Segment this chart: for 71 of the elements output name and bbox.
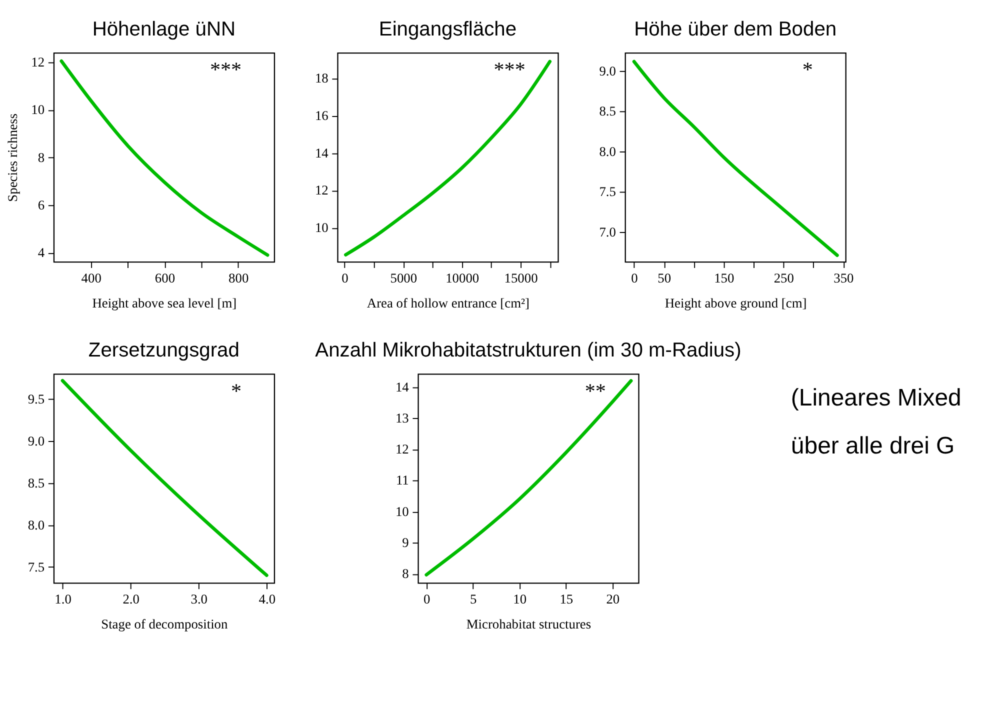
y-tick-label: 9.0 <box>28 433 45 448</box>
chart-title: Höhe über dem Boden <box>634 18 837 40</box>
annotation: *** <box>210 58 242 82</box>
x-tick-label: 15 <box>560 592 574 606</box>
y-tick-label: 12 <box>31 54 45 70</box>
x-tick-label: 600 <box>154 270 176 286</box>
x-tick-label: 0 <box>342 270 349 286</box>
y-axis-title: Species richness <box>4 114 20 202</box>
x-tick-label: 20 <box>606 592 620 606</box>
x-tick-label: 250 <box>774 270 794 286</box>
y-tick-label: 8 <box>402 566 410 582</box>
text: (Lineares Mixed <box>790 384 962 412</box>
x-tick-label: 10000 <box>446 270 480 286</box>
x-axis-title: Area of hollow entrance [cm²] <box>366 295 530 310</box>
line-series <box>60 59 270 257</box>
x-tick-label: 4.0 <box>258 592 276 606</box>
x-tick-label: 150 <box>714 270 734 286</box>
chart-title: Zersetzungsgrad <box>88 340 240 362</box>
y-tick-label: 14 <box>395 379 410 394</box>
annotation: * <box>231 378 242 403</box>
y-tick-label: 10 <box>314 220 329 236</box>
y-tick-label: 8.5 <box>28 475 45 490</box>
y-tick-label: 13 <box>395 410 410 426</box>
x-tick-label: 3.0 <box>190 592 208 606</box>
x-axis-title: Height above ground [cm] <box>664 295 807 310</box>
y-tick-label: 4 <box>38 244 45 260</box>
x-tick-label: 350 <box>834 270 854 286</box>
x-axis-title: Height above sea level [m] <box>92 295 237 310</box>
x-tick-label: 2.0 <box>122 592 140 606</box>
y-tick-label: 12 <box>395 442 409 457</box>
x-tick-label: 15000 <box>504 270 538 286</box>
line-series <box>424 379 633 576</box>
y-tick-label: 11 <box>396 472 409 488</box>
line-series <box>344 60 552 256</box>
y-tick-label: 9.0 <box>599 64 616 79</box>
y-tick-label: 10 <box>395 504 410 519</box>
x-axis-title: Microhabitat structures <box>466 616 592 632</box>
y-tick-label: 8.0 <box>28 517 45 532</box>
annotation: * <box>802 58 813 82</box>
x-tick-label: 0 <box>423 592 430 606</box>
x-tick-label: 0 <box>631 270 638 286</box>
y-tick-label: 8.5 <box>599 104 616 119</box>
x-tick-label: 5 <box>470 592 478 606</box>
chart-title: Höhenlage üNN <box>92 18 236 40</box>
y-tick-label: 8.0 <box>599 144 616 159</box>
chart-title: Eingangsfläche <box>378 18 517 40</box>
y-tick-label: 10 <box>31 102 45 118</box>
x-tick-label: 400 <box>81 270 102 286</box>
y-tick-label: 18 <box>314 70 329 86</box>
x-tick-label: 10 <box>513 592 527 606</box>
line-series <box>60 378 268 578</box>
chart-title: Anzahl Mikrohabitatstrukturen (im 30 m-Radius) <box>315 340 742 362</box>
y-tick-label: 8 <box>38 150 45 165</box>
x-axis-title: Stage of decomposition <box>101 616 228 632</box>
y-tick-label: 7.0 <box>599 224 616 240</box>
x-tick-label: 5000 <box>390 270 418 286</box>
y-tick-label: 7.5 <box>28 559 45 574</box>
y-tick-label: 12 <box>314 182 328 198</box>
annotation: ** <box>584 378 606 403</box>
text: über alle drei G <box>790 432 955 460</box>
line-series <box>632 60 839 257</box>
y-tick-label: 9 <box>402 535 410 550</box>
x-tick-label: 1.0 <box>54 592 72 606</box>
annotation: *** <box>494 58 526 82</box>
x-tick-label: 50 <box>658 270 672 286</box>
y-tick-label: 7.5 <box>599 184 616 200</box>
y-tick-label: 6 <box>38 197 45 212</box>
y-tick-label: 14 <box>314 145 329 160</box>
y-tick-label: 9.5 <box>28 391 45 406</box>
y-tick-label: 16 <box>314 108 329 123</box>
x-tick-label: 800 <box>228 270 249 286</box>
